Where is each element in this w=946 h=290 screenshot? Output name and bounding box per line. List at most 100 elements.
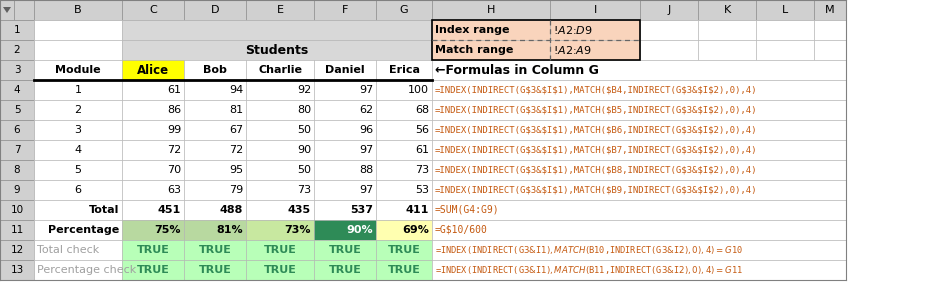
Text: =G$10/600: =G$10/600 [435, 225, 488, 235]
Bar [432, 200, 846, 220]
Text: 73: 73 [297, 185, 311, 195]
Text: 97: 97 [359, 185, 373, 195]
Text: 10: 10 [10, 205, 24, 215]
Text: 81: 81 [229, 105, 243, 115]
Bar [0, 160, 34, 180]
Text: E: E [276, 5, 284, 15]
Text: 97: 97 [359, 145, 373, 155]
Text: K: K [724, 5, 730, 15]
Text: 11: 11 [10, 225, 24, 235]
Text: B: B [74, 5, 81, 15]
Bar [640, 0, 698, 20]
Text: TRUE: TRUE [388, 265, 420, 275]
Bar [698, 20, 756, 40]
Bar [246, 120, 314, 140]
Bar [640, 40, 698, 60]
Bar [184, 120, 246, 140]
Text: TRUE: TRUE [199, 265, 232, 275]
Bar [376, 0, 432, 20]
Text: 435: 435 [288, 205, 311, 215]
Text: 7: 7 [13, 145, 20, 155]
Text: 3: 3 [75, 125, 81, 135]
Bar [432, 260, 846, 280]
Bar [376, 120, 432, 140]
Text: TRUE: TRUE [328, 245, 361, 255]
Bar [122, 240, 184, 260]
Bar [184, 80, 246, 100]
Bar [376, 100, 432, 120]
Text: 96: 96 [359, 125, 373, 135]
Bar [314, 120, 376, 140]
Bar [34, 140, 122, 160]
Bar [640, 20, 698, 40]
Bar [246, 260, 314, 280]
Bar [246, 160, 314, 180]
Bar [0, 240, 34, 260]
Text: 100: 100 [408, 85, 429, 95]
Bar [376, 260, 432, 280]
Bar [376, 60, 432, 80]
Bar [246, 220, 314, 240]
Bar [698, 0, 756, 20]
Bar [34, 200, 122, 220]
Text: 53: 53 [415, 185, 429, 195]
Bar [246, 60, 314, 80]
Text: 90: 90 [297, 145, 311, 155]
Bar [814, 40, 846, 60]
Bar [0, 60, 34, 80]
Text: 13: 13 [10, 265, 24, 275]
Bar [756, 0, 814, 20]
Text: TRUE: TRUE [264, 265, 296, 275]
Text: 56: 56 [415, 125, 429, 135]
Bar [0, 220, 34, 240]
Bar [432, 240, 846, 260]
Text: 4: 4 [75, 145, 81, 155]
Text: Percentage check: Percentage check [37, 265, 136, 275]
Text: 67: 67 [229, 125, 243, 135]
Bar [122, 20, 432, 40]
Text: 88: 88 [359, 165, 373, 175]
Text: TRUE: TRUE [136, 265, 169, 275]
Bar [34, 180, 122, 200]
Bar [0, 20, 34, 40]
Bar [314, 260, 376, 280]
Bar [122, 260, 184, 280]
Text: TRUE: TRUE [388, 245, 420, 255]
Bar [432, 160, 846, 180]
Text: =INDEX(INDIRECT(G$3&$I$1),MATCH($B6,INDIRECT(G$3&$I$2),0),4): =INDEX(INDIRECT(G$3&$I$1),MATCH($B6,INDI… [435, 126, 758, 135]
Bar [14, 0, 34, 20]
Bar [314, 0, 376, 20]
Bar [122, 220, 184, 240]
Bar [246, 200, 314, 220]
Bar [246, 180, 314, 200]
Bar [314, 100, 376, 120]
Text: !$A$2:$D$9: !$A$2:$D$9 [553, 24, 593, 36]
Text: 6: 6 [13, 125, 20, 135]
Bar [34, 160, 122, 180]
Text: 8: 8 [13, 165, 20, 175]
Text: 9: 9 [13, 185, 20, 195]
Bar [246, 0, 314, 20]
Text: 70: 70 [166, 165, 181, 175]
Text: 3: 3 [13, 65, 20, 75]
Text: 72: 72 [166, 145, 181, 155]
Text: 5: 5 [75, 165, 81, 175]
Bar [314, 80, 376, 100]
Bar [314, 240, 376, 260]
Bar [0, 140, 34, 160]
Text: D: D [211, 5, 219, 15]
Text: Match range: Match range [435, 45, 514, 55]
Polygon shape [3, 7, 11, 13]
Bar [0, 180, 34, 200]
Bar [122, 120, 184, 140]
Bar [0, 80, 34, 100]
Text: 73%: 73% [285, 225, 311, 235]
Bar [122, 0, 184, 20]
Bar [0, 120, 34, 140]
Text: H: H [487, 5, 495, 15]
Text: TRUE: TRUE [264, 245, 296, 255]
Text: 1: 1 [13, 25, 20, 35]
Text: M: M [825, 5, 834, 15]
Text: I: I [593, 5, 597, 15]
Bar [246, 100, 314, 120]
